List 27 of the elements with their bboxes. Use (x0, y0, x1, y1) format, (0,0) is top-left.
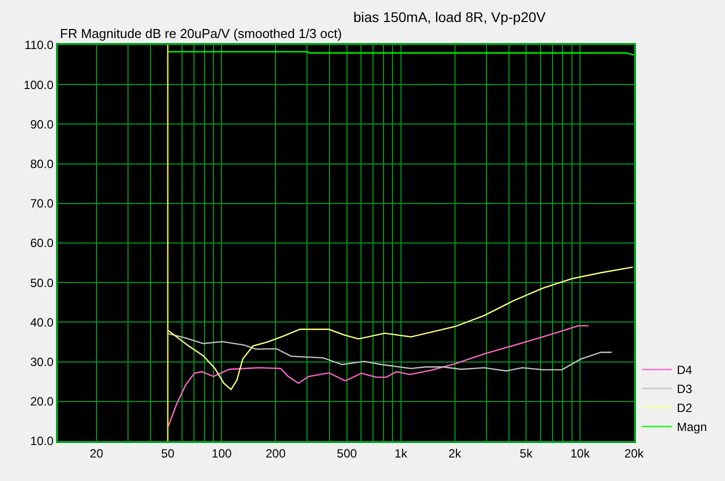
y-tick-label: 60.0 (30, 236, 54, 250)
x-tick-label: 20k (624, 446, 645, 460)
y-tick-label: 110.0 (24, 38, 54, 52)
y-tick-label: 50.0 (30, 276, 54, 290)
y-tick-label: 100.0 (24, 78, 54, 92)
x-tick-label: 50 (161, 446, 175, 460)
y-axis-title: FR Magnitude dB re 20uPa/V (smoothed 1/3 oct) (60, 26, 342, 41)
y-tick-label: 70.0 (30, 196, 54, 211)
x-tick-label: 100 (212, 446, 232, 460)
legend-label: D2 (676, 401, 693, 416)
x-tick-label: 1k (394, 446, 408, 460)
x-tick-label: 5k (520, 446, 534, 460)
y-tick-label: 90.0 (30, 117, 54, 132)
x-tick-label: 10k (570, 446, 591, 460)
y-tick-label: 10.0 (30, 434, 54, 448)
y-tick-label: 80.0 (30, 157, 54, 171)
y-tick-label: 20.0 (30, 394, 54, 409)
x-tick-label: 500 (336, 446, 358, 460)
legend-label: D3 (676, 382, 693, 396)
y-tick-label: 30.0 (30, 355, 54, 369)
chart-title: bias 150mA, load 8R, Vp-p20V (353, 8, 546, 25)
x-tick-label: 200 (266, 446, 286, 460)
x-tick-label: 2k (448, 446, 462, 460)
x-tick-label: 20 (90, 446, 104, 460)
legend-label: D4 (676, 363, 693, 378)
y-tick-label: 40.0 (30, 315, 54, 330)
legend-label: Magn (676, 420, 707, 434)
